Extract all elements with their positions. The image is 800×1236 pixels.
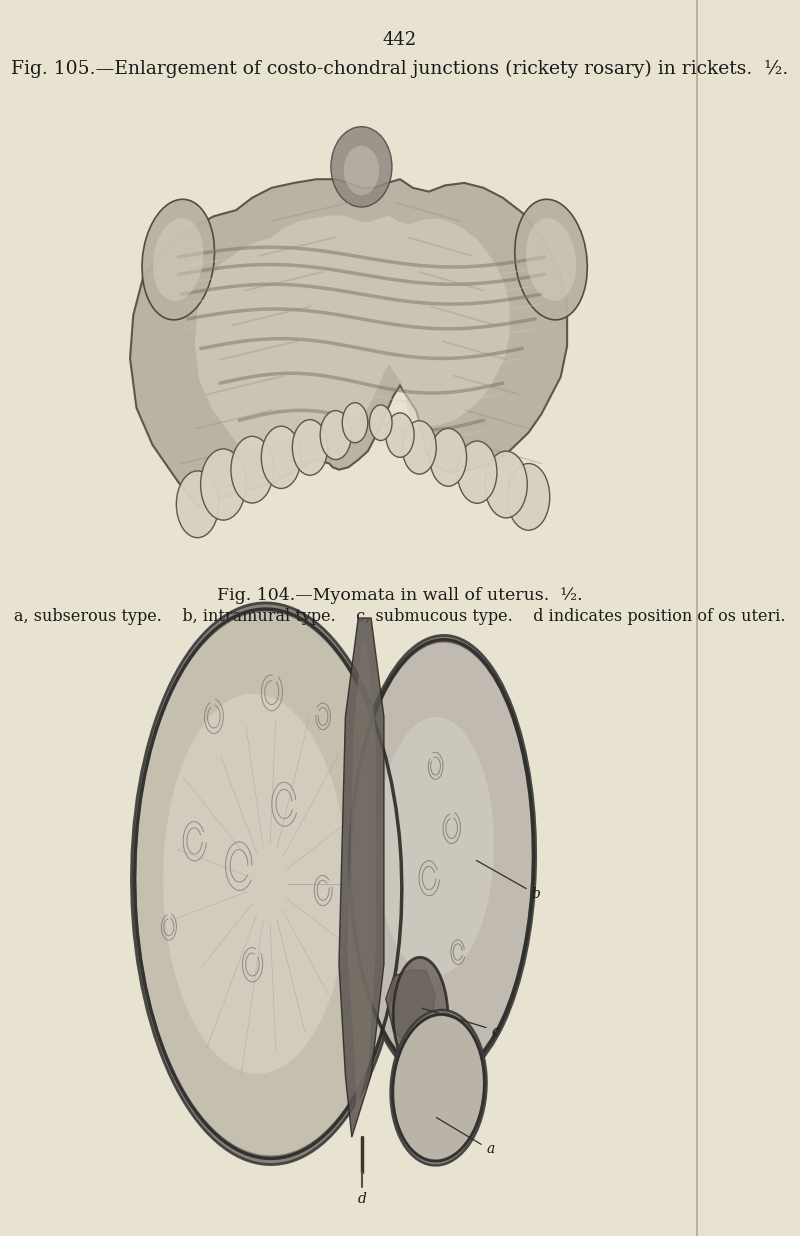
Text: a, subserous type.    b, intramural type.    c, submucous type.    d indicates p: a, subserous type. b, intramural type. c… [14, 608, 786, 625]
Polygon shape [130, 179, 567, 507]
Ellipse shape [231, 436, 274, 503]
Ellipse shape [131, 603, 405, 1164]
Text: Fig. 105.—Enlargement of costo-chondral junctions (rickety rosary) in rickets.  : Fig. 105.—Enlargement of costo-chondral … [11, 59, 789, 78]
Ellipse shape [136, 612, 400, 1156]
Ellipse shape [348, 635, 536, 1083]
Text: 442: 442 [383, 31, 417, 49]
Ellipse shape [458, 441, 497, 503]
Ellipse shape [386, 413, 414, 457]
Ellipse shape [507, 464, 550, 530]
Ellipse shape [390, 1010, 486, 1166]
Ellipse shape [370, 405, 392, 440]
Ellipse shape [201, 449, 246, 520]
Ellipse shape [163, 693, 348, 1074]
Text: Fig. 104.—Myomata in wall of uterus.  ½.: Fig. 104.—Myomata in wall of uterus. ½. [217, 587, 583, 604]
Ellipse shape [377, 717, 494, 976]
Ellipse shape [331, 127, 392, 208]
Polygon shape [347, 643, 375, 1112]
Ellipse shape [394, 1016, 483, 1159]
Ellipse shape [394, 958, 448, 1074]
Polygon shape [386, 970, 435, 1044]
Ellipse shape [176, 471, 218, 538]
Ellipse shape [292, 420, 328, 476]
Ellipse shape [402, 420, 436, 475]
Text: a: a [486, 1142, 494, 1157]
Ellipse shape [430, 429, 466, 486]
Ellipse shape [342, 403, 368, 442]
Text: c: c [491, 1025, 499, 1039]
Text: d: d [358, 1192, 366, 1205]
Polygon shape [195, 215, 510, 451]
Ellipse shape [485, 451, 527, 518]
Ellipse shape [352, 643, 532, 1075]
Ellipse shape [142, 199, 214, 320]
Ellipse shape [514, 199, 587, 320]
Ellipse shape [344, 146, 379, 195]
Ellipse shape [262, 426, 301, 488]
Polygon shape [339, 618, 384, 1137]
Ellipse shape [526, 219, 576, 300]
Ellipse shape [320, 410, 351, 460]
Text: b: b [531, 886, 540, 901]
Ellipse shape [153, 219, 203, 300]
